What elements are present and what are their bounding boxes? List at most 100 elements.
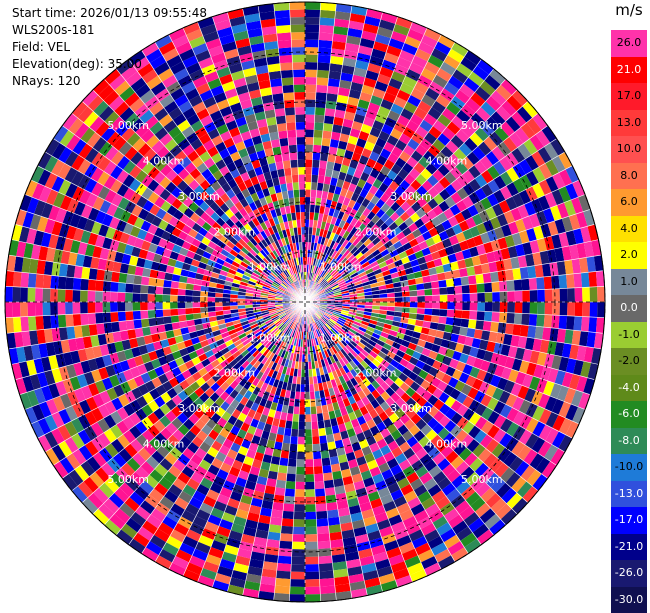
velocity-gate bbox=[305, 579, 320, 587]
velocity-gate bbox=[483, 321, 492, 332]
velocity-gate bbox=[319, 563, 333, 572]
velocity-gate bbox=[290, 587, 305, 595]
velocity-gate bbox=[447, 302, 455, 310]
velocity-gate bbox=[590, 287, 598, 302]
field-label: Field: VEL bbox=[12, 40, 70, 54]
velocity-gate bbox=[305, 220, 309, 228]
velocity-gate bbox=[530, 302, 538, 314]
velocity-gate bbox=[305, 527, 317, 535]
velocity-gate bbox=[125, 293, 133, 302]
velocity-gate bbox=[588, 317, 597, 333]
velocity-gate bbox=[133, 319, 142, 329]
velocity-gate bbox=[104, 322, 113, 333]
colorbar-cell: -13.0 bbox=[611, 481, 647, 508]
velocity-gate bbox=[111, 272, 120, 283]
velocity-gate bbox=[305, 474, 314, 482]
velocity-gate bbox=[566, 274, 575, 288]
velocity-gate bbox=[289, 451, 298, 459]
velocity-gate bbox=[305, 414, 311, 422]
velocity-gate bbox=[461, 318, 470, 327]
colorbar-tick-label: -13.0 bbox=[615, 487, 643, 500]
velocity-gate bbox=[461, 276, 470, 285]
velocity-gate bbox=[73, 314, 81, 327]
velocity-gate bbox=[315, 488, 326, 496]
velocity-gate bbox=[281, 77, 293, 85]
velocity-gate bbox=[305, 107, 315, 115]
velocity-gate bbox=[110, 302, 118, 312]
velocity-gate bbox=[498, 270, 507, 281]
velocity-gate bbox=[305, 497, 316, 505]
velocity-gate bbox=[462, 302, 470, 311]
velocity-gate bbox=[313, 459, 322, 467]
velocity-gate bbox=[311, 182, 318, 190]
velocity-gate bbox=[575, 302, 583, 317]
velocity-gate bbox=[491, 282, 499, 293]
colorbar-cell: -2.0 bbox=[611, 348, 647, 375]
velocity-gate bbox=[305, 534, 318, 542]
velocity-gate bbox=[305, 422, 312, 430]
velocity-gate bbox=[402, 302, 410, 308]
colorbar-cell: -1.0 bbox=[611, 322, 647, 349]
velocity-gate bbox=[544, 315, 552, 328]
velocity-gate bbox=[305, 197, 311, 205]
velocity-gate bbox=[590, 302, 598, 317]
velocity-gate bbox=[148, 286, 156, 295]
velocity-gate bbox=[178, 302, 186, 309]
velocity-gate bbox=[297, 145, 305, 153]
velocity-gate bbox=[581, 317, 590, 332]
velocity-gate bbox=[305, 70, 317, 78]
velocity-gate bbox=[133, 311, 141, 320]
velocity-gate bbox=[35, 274, 44, 288]
velocity-gate bbox=[274, 585, 290, 594]
colorbar-tick-label: -17.0 bbox=[615, 513, 643, 526]
velocity-gate bbox=[291, 564, 305, 572]
velocity-gate bbox=[446, 279, 454, 288]
velocity-gate bbox=[312, 444, 320, 452]
velocity-gate bbox=[299, 407, 305, 415]
velocity-gate bbox=[521, 313, 529, 325]
velocity-gate bbox=[58, 302, 66, 315]
velocity-gate bbox=[270, 517, 282, 526]
velocity-gate bbox=[290, 17, 305, 25]
velocity-gate bbox=[208, 302, 216, 307]
velocity-gate bbox=[275, 487, 286, 496]
colorbar-cell: -4.0 bbox=[611, 375, 647, 402]
velocity-gate bbox=[439, 287, 447, 295]
colorbar-tick-label: -4.0 bbox=[618, 381, 639, 394]
velocity-gate bbox=[305, 160, 312, 168]
velocity-gate bbox=[491, 312, 499, 323]
velocity-gate bbox=[43, 302, 51, 316]
velocity-gate bbox=[316, 503, 327, 511]
velocity-gate bbox=[35, 302, 43, 316]
velocity-gate bbox=[305, 407, 311, 415]
colorbar-cell: 4.0 bbox=[611, 216, 647, 243]
velocity-gate bbox=[290, 572, 305, 580]
velocity-gate bbox=[271, 509, 283, 518]
velocity-gate bbox=[305, 594, 321, 602]
velocity-gate bbox=[515, 302, 523, 313]
velocity-gate bbox=[566, 316, 575, 330]
colorbar-cell: -10.0 bbox=[611, 454, 647, 481]
velocity-gate bbox=[305, 572, 320, 580]
velocity-gate bbox=[148, 277, 156, 286]
velocity-gate bbox=[551, 275, 560, 289]
velocity-gate bbox=[321, 458, 330, 467]
velocity-gate bbox=[111, 322, 120, 333]
velocity-gate bbox=[320, 443, 329, 451]
velocity-gate bbox=[312, 436, 320, 444]
instrument-label: WLS200s-181 bbox=[12, 23, 95, 37]
velocity-gate bbox=[65, 277, 73, 290]
velocity-gate bbox=[507, 302, 515, 313]
range-ring-label: 4.00km bbox=[426, 155, 468, 168]
velocity-gate bbox=[325, 495, 336, 504]
velocity-gate bbox=[278, 465, 288, 474]
velocity-gate bbox=[321, 138, 330, 147]
velocity-gate bbox=[278, 40, 292, 49]
velocity-gate bbox=[119, 273, 128, 284]
velocity-gate bbox=[299, 414, 305, 422]
velocity-gate bbox=[28, 302, 36, 317]
velocity-gate bbox=[223, 302, 231, 306]
velocity-gate bbox=[432, 302, 440, 309]
velocity-gate bbox=[326, 93, 338, 102]
velocity-gate bbox=[163, 309, 171, 317]
